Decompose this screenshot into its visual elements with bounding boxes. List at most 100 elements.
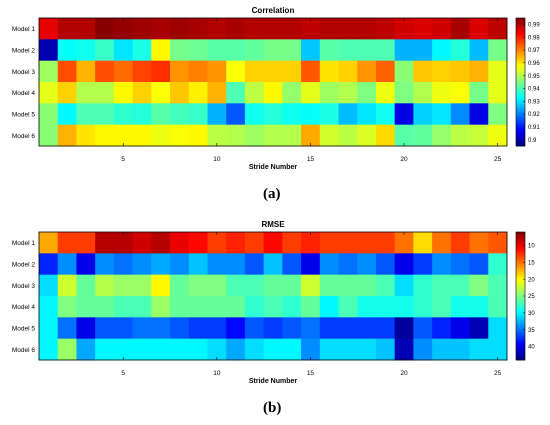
colorbar-segment	[516, 326, 525, 329]
heatmap-cell	[413, 338, 433, 361]
heatmap-cell	[357, 39, 377, 62]
heatmap-cell	[244, 60, 265, 83]
heatmap-cell	[95, 296, 115, 318]
row-label: Model 4	[12, 90, 36, 97]
heatmap-cell	[338, 338, 358, 361]
colorbar-segment	[516, 24, 525, 27]
colorbar-segment	[516, 348, 525, 351]
heatmap-cell	[132, 317, 152, 340]
colorbar-segment	[516, 236, 525, 239]
heatmap-cell	[57, 60, 77, 83]
colorbar-tick-label: 0.99	[528, 23, 540, 29]
heatmap-cell	[244, 253, 265, 276]
colorbar-tick-label: 0.96	[528, 61, 540, 67]
colorbar-segment	[516, 44, 525, 47]
heatmap-cell	[469, 232, 489, 254]
row-label: Model 1	[12, 240, 36, 247]
heatmap-cell	[39, 103, 59, 126]
heatmap-cell	[357, 82, 377, 104]
heatmap-cell	[301, 232, 321, 254]
heatmap-cell	[338, 274, 358, 297]
colorbar-segment	[516, 30, 525, 33]
row-label: Model 2	[12, 262, 36, 269]
heatmap-cell	[375, 296, 396, 318]
colorbar-segment	[516, 290, 525, 293]
heatmap-cell	[76, 18, 96, 40]
colorbar-segment	[516, 142, 525, 145]
colorbar-segment	[516, 280, 525, 283]
heatmap-cell	[57, 103, 77, 126]
colorbar-segment	[516, 330, 525, 333]
colorbar-segment	[516, 144, 525, 147]
colorbar-segment	[516, 318, 525, 321]
x-tick-label: 15	[307, 156, 315, 163]
x-tick-label: 5	[121, 370, 125, 377]
heatmap-cell	[263, 338, 283, 361]
heatmap-panel-a: Correlation Model 1 Model 2 Model 3 Model 4 M…	[12, 6, 540, 171]
colorbar-segment	[516, 352, 525, 355]
heatmap-cell	[469, 253, 489, 276]
heatmap-cell	[263, 124, 283, 147]
colorbar-segment	[516, 98, 525, 101]
heatmap-cell	[319, 296, 339, 318]
colorbar-tick-label: 0.94	[528, 87, 540, 93]
heatmap-cell	[450, 18, 470, 40]
heatmap-cell	[282, 18, 302, 40]
colorbar-segment	[516, 94, 525, 97]
heatmap-cell	[39, 82, 59, 104]
heatmap-cell	[244, 82, 265, 104]
colorbar-segment	[516, 252, 525, 255]
colorbar-segment	[516, 62, 525, 65]
heatmap-cell	[57, 18, 77, 40]
heatmap-cell	[188, 103, 208, 126]
heatmap-cell	[151, 39, 171, 62]
colorbar-segment	[516, 48, 525, 51]
colorbar-segment	[516, 68, 525, 71]
heatmap-cell	[357, 103, 377, 126]
heatmap-cell	[57, 317, 77, 340]
heatmap-cell	[394, 60, 414, 83]
heatmap-cell	[151, 338, 171, 361]
heatmap-cell	[207, 296, 227, 318]
row-label: Model 3	[12, 69, 36, 76]
colorbar-segment	[516, 308, 525, 311]
heatmap-cell	[132, 274, 152, 297]
heatmap-cell	[319, 103, 339, 126]
heatmap-cell	[469, 60, 489, 83]
heatmap-cell	[301, 317, 321, 340]
colorbar-segment	[516, 80, 525, 83]
heatmap-cell	[488, 317, 508, 340]
heatmap-cell	[488, 338, 508, 361]
colorbar-segment	[516, 296, 525, 299]
colorbar-segment	[516, 40, 525, 43]
colorbar-tick-label: 0.98	[528, 35, 540, 41]
x-tick-label: 20	[400, 370, 408, 377]
heatmap-cell	[207, 60, 227, 83]
colorbar-segment	[516, 288, 525, 291]
heatmap-cell	[375, 39, 396, 62]
heatmap-cell	[151, 232, 171, 254]
colorbar-segment	[516, 90, 525, 93]
heatmap-cell	[413, 317, 433, 340]
row-label: Model 2	[12, 48, 36, 55]
heatmap-cell	[188, 232, 208, 254]
heatmap-cell	[413, 103, 433, 126]
heatmap-cell	[76, 60, 96, 83]
heatmap-cell	[338, 18, 358, 40]
colorbar-segment	[516, 72, 525, 75]
heatmap-cell	[282, 39, 302, 62]
heatmap-cell	[413, 296, 433, 318]
heatmap-cell	[432, 124, 452, 147]
colorbar-segment	[516, 242, 525, 245]
colorbar-segment	[516, 140, 525, 143]
colorbar-segment	[516, 120, 525, 123]
heatmap-cell	[132, 232, 152, 254]
colorbar-segment	[516, 278, 525, 281]
heatmap-cell	[282, 274, 302, 297]
heatmap-cell	[413, 60, 433, 83]
heatmap-cell	[394, 39, 414, 62]
heatmap-cell	[57, 274, 77, 297]
heatmap-cell	[469, 338, 489, 361]
heatmap-cell	[95, 274, 115, 297]
colorbar-segment	[516, 332, 525, 335]
